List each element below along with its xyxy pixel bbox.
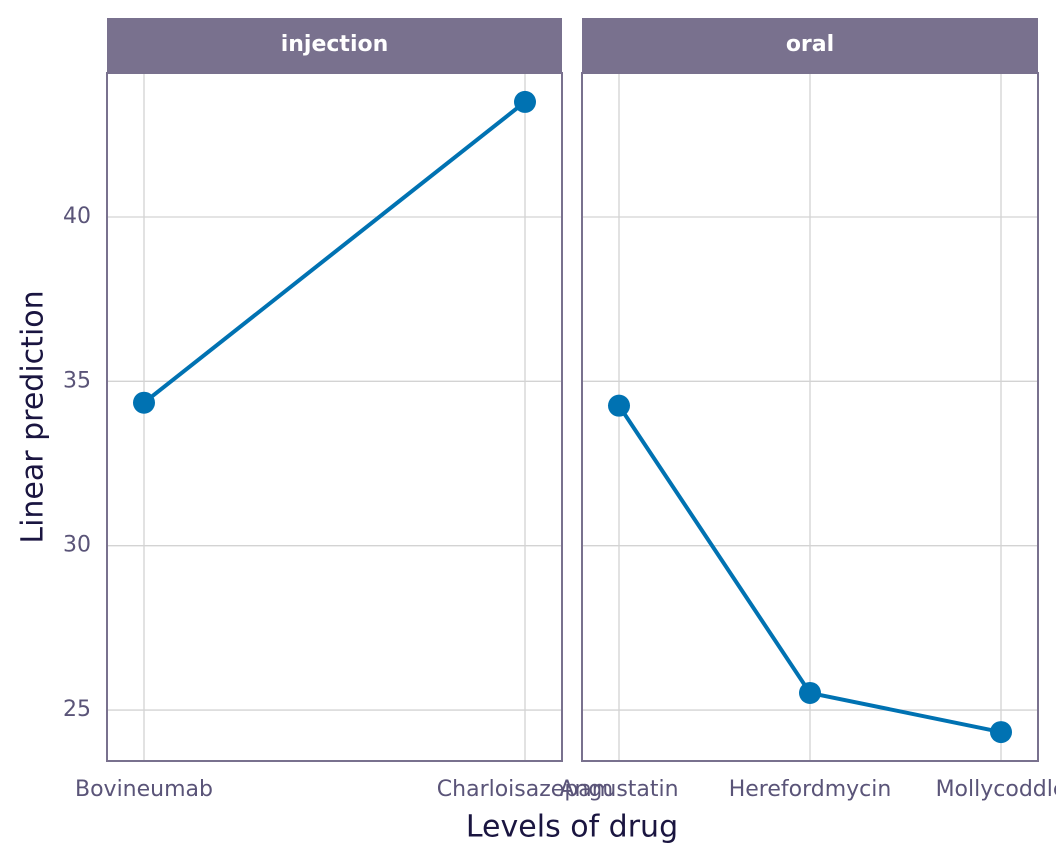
point xyxy=(133,391,155,414)
line xyxy=(142,100,527,405)
x-tick-label: Bovineumab xyxy=(75,777,213,802)
y-tick-label: 25 xyxy=(63,697,91,722)
panel-border xyxy=(581,72,1039,762)
x-tick-label: Charloisazepam xyxy=(437,777,613,802)
x-tick-label: Herefordmycin xyxy=(729,777,892,802)
y-axis-label: Linear prediction xyxy=(16,290,51,543)
strip-background xyxy=(107,18,562,73)
x-axis-label: Levels of drug xyxy=(466,810,678,845)
y-tick-label: 30 xyxy=(63,533,91,558)
point xyxy=(990,721,1012,744)
point xyxy=(799,681,821,704)
y-tick-label: 35 xyxy=(63,368,91,393)
x-tick-label: Mollycoddle xyxy=(936,777,1056,802)
strip-label: oral xyxy=(786,32,834,57)
point xyxy=(608,394,630,417)
y-tick-label: 40 xyxy=(63,204,91,229)
point xyxy=(514,90,536,113)
x-tick-label: Angustatin xyxy=(559,777,678,802)
panel-border xyxy=(106,72,563,762)
strip-label: injection xyxy=(281,32,389,57)
strip-background xyxy=(582,18,1038,73)
